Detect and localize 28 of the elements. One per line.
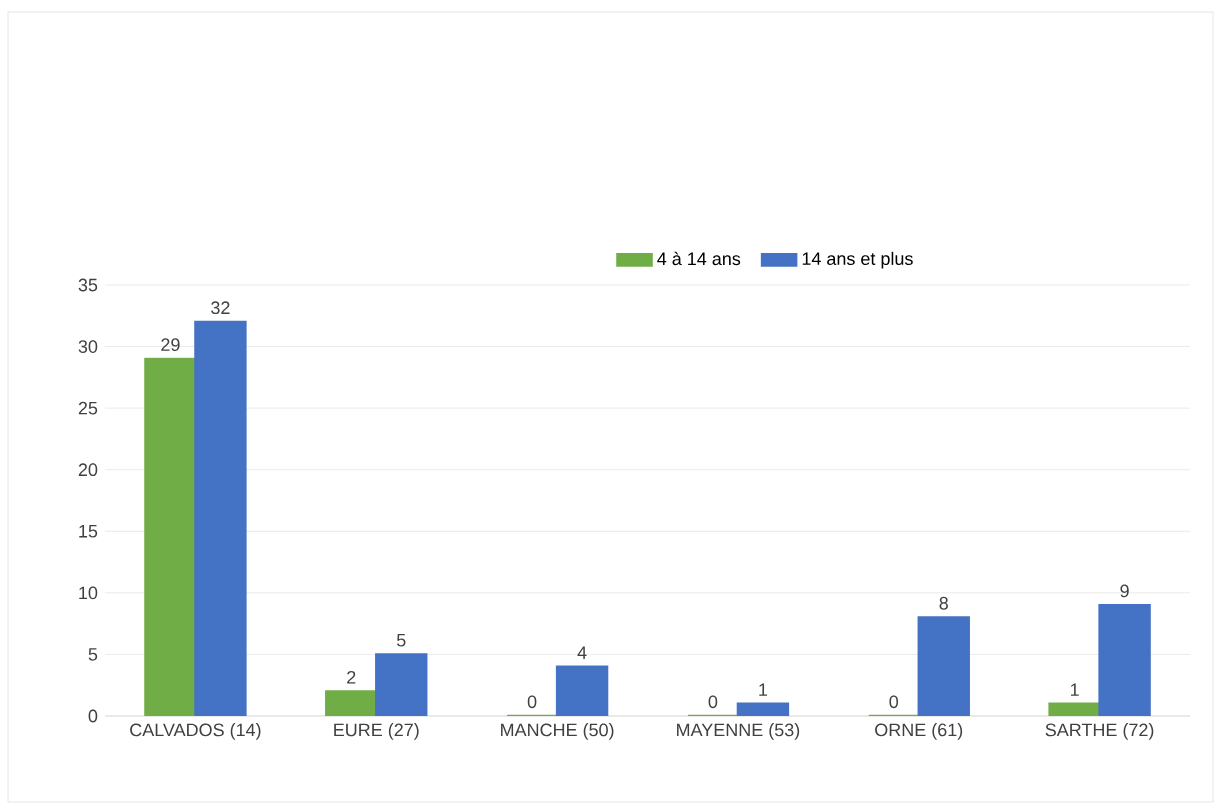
y-tick-label: 25 [78,401,98,415]
x-tick-label: MANCHE (50) [501,723,614,740]
data-label: 2 [347,670,356,684]
y-tick-label: 0 [88,709,98,723]
legend-label: 4 à 14 ans [657,251,741,266]
legend-label: 14 ans et plus [802,251,913,269]
x-tick-label: EURE (27) [334,723,419,740]
y-tick-label: 5 [88,648,98,661]
data-label: 0 [889,695,899,709]
y-tick-label: 20 [78,463,98,477]
y-tick-label: 35 [78,278,98,292]
x-tick-label: ORNE (61) [875,723,963,740]
y-tick-label: 15 [79,525,98,538]
data-label: 1 [759,683,768,696]
data-label: 5 [396,634,406,647]
x-tick-label: SARTHE (72) [1045,723,1154,740]
data-label: 4 [577,646,587,659]
x-tick-label: CALVADOS (14) [130,723,261,740]
data-label: 1 [1070,683,1079,696]
data-label: 0 [527,695,537,709]
data-label: 9 [1120,584,1129,598]
y-tick-label: 10 [79,586,98,600]
y-tick-label: 30 [78,340,98,353]
data-label: 29 [161,338,180,352]
x-tick-label: MAYENNE (53) [677,723,800,740]
data-label: 8 [939,596,948,610]
data-label: 32 [211,301,230,315]
data-label: 0 [708,695,718,709]
